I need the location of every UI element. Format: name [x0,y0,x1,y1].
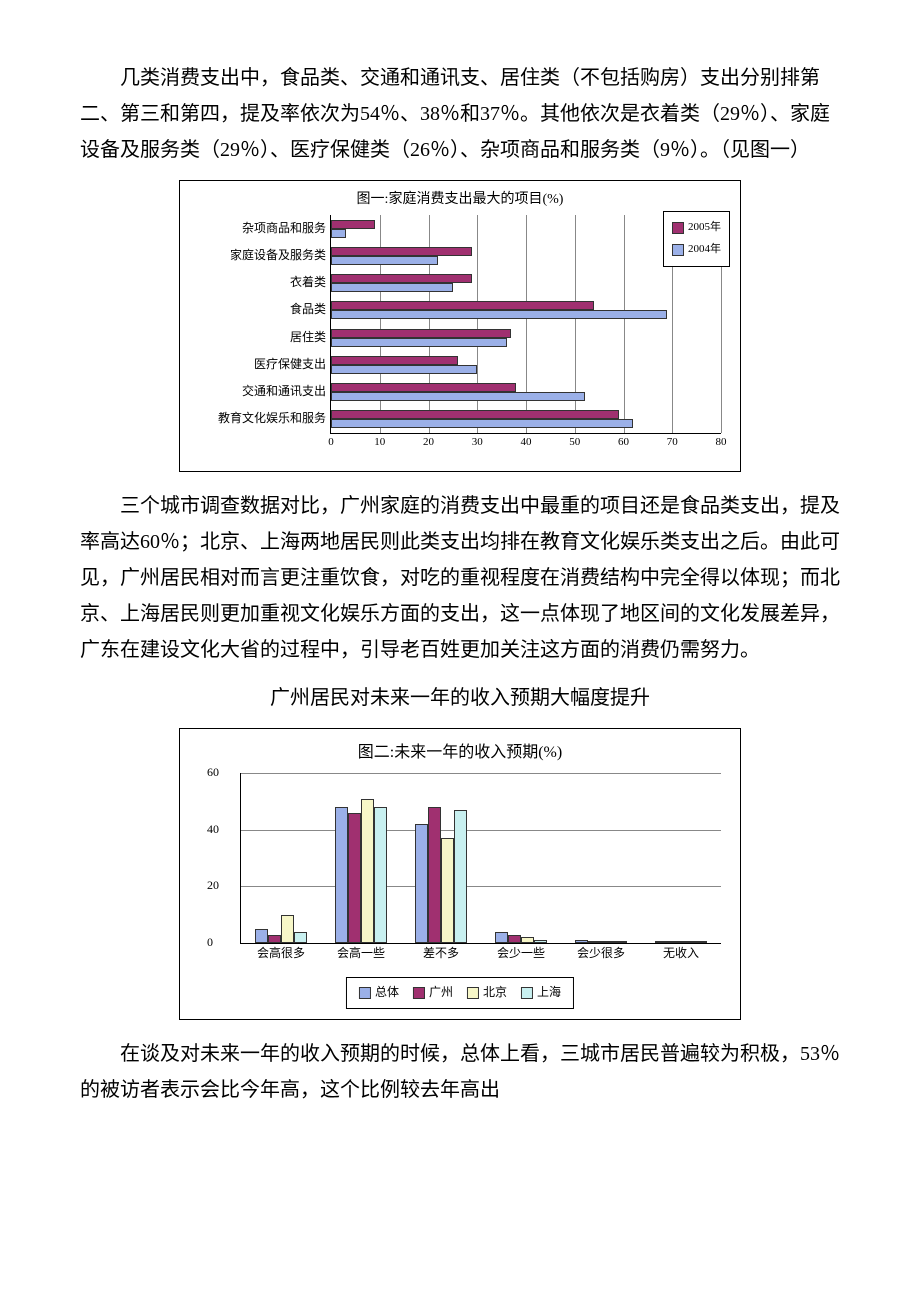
chart2-category-label: 会少很多 [577,943,625,965]
chart2-legend-label: 北京 [483,982,507,1004]
chart2-bar [495,932,508,943]
chart2-legend-label: 总体 [375,982,399,1004]
chart1-xtick: 0 [328,433,334,453]
chart2-bar [374,807,387,943]
chart2-bar [655,941,668,943]
chart2-category-label: 会高很多 [257,943,305,965]
chart1-category-label: 教育文化娱乐和服务 [186,409,326,431]
chart1-bar [331,301,594,310]
chart2-bar [681,941,694,943]
chart1-xtick: 20 [423,433,434,453]
chart2-bar [428,807,441,943]
paragraph-3: 在谈及对未来一年的收入预期的时候，总体上看，三城市居民普遍较为积极，53％的被访… [80,1036,840,1108]
chart2-bar [335,807,348,943]
chart2-bar [348,813,361,943]
chart1-xtick: 40 [521,433,532,453]
chart1-category-label: 交通和通讯支出 [186,381,326,403]
chart2-bar [441,838,454,943]
chart1-bar [331,392,585,401]
chart2-legend: 总体 广州 北京 上海 [346,977,574,1009]
chart2-bar [614,941,627,943]
chart1-category-label: 衣着类 [186,272,326,294]
chart1-bar [331,229,346,238]
chart1-bar [331,256,438,265]
chart2-bar [694,941,707,943]
chart2-ytick: 0 [207,932,213,954]
chart2-legend-label: 广州 [429,982,453,1004]
chart2-bar [521,937,534,943]
chart1-category-label: 居住类 [186,327,326,349]
chart2-bar [575,940,588,943]
chart2-category-label: 会高一些 [337,943,385,965]
chart1-bar [331,419,633,428]
chart1-xtick: 70 [667,433,678,453]
chart1-bar [331,283,453,292]
chart1-bar [331,247,472,256]
chart1-bar [331,356,458,365]
chart1-xtick: 30 [472,433,483,453]
chart2-ytick: 40 [207,819,219,841]
chart1-bar [331,310,667,319]
chart1-xtick: 10 [374,433,385,453]
chart1-xtick: 80 [716,433,727,453]
chart1-legend: 2005年2004年 [663,211,730,267]
chart2-bar [601,941,614,943]
paragraph-2: 三个城市调查数据对比，广州家庭的消费支出中最重的项目还是食品类支出，提及率高达6… [80,488,840,668]
chart1-bar [331,383,516,392]
chart2-ytick: 20 [207,876,219,898]
chart2-bar [361,799,374,944]
chart1-legend-label: 2005年 [688,218,721,238]
chart2-bar [588,941,601,943]
chart1-category-label: 医疗保健支出 [186,354,326,376]
chart2-category-label: 无收入 [663,943,699,965]
chart2-bar [281,915,294,943]
chart1-category-label: 食品类 [186,300,326,322]
chart2-bar [454,810,467,943]
chart2-category-label: 差不多 [423,943,459,965]
chart2-bar [508,935,521,944]
chart1-category-label: 杂项商品和服务 [186,218,326,240]
chart2-title: 图二:未来一年的收入预期(%) [358,739,562,768]
chart2-legend-label: 上海 [537,982,561,1004]
chart1-bar [331,220,375,229]
chart1-bar [331,329,511,338]
chart1-xtick: 60 [618,433,629,453]
paragraph-1: 几类消费支出中，食品类、交通和通讯支、居住类（不包括购房）支出分别排第二、第三和… [80,60,840,168]
chart1-legend-label: 2004年 [688,240,721,260]
chart-income-expectation: 图二:未来一年的收入预期(%) 0 20 40 60 会高很多 会高一些 差不多 会少一些 会少… [179,728,741,1020]
chart2-bar [294,932,307,943]
chart2-bar [415,824,428,943]
chart2-category-label: 会少一些 [497,943,545,965]
chart-spending-categories: 图一:家庭消费支出最大的项目(%) 0 10 20 30 40 50 60 70 80 杂项商品和… [179,180,741,472]
chart2-ytick: 60 [207,762,219,784]
chart1-bar [331,274,472,283]
chart1-bar [331,410,619,419]
chart1-title: 图一:家庭消费支出最大的项目(%) [357,187,564,212]
chart1-xtick: 50 [569,433,580,453]
subheading: 广州居民对未来一年的收入预期大幅度提升 [80,680,840,716]
chart1-bar [331,365,477,374]
chart1-bar [331,338,507,347]
chart1-category-label: 家庭设备及服务类 [186,245,326,267]
chart2-bar [268,935,281,944]
chart2-bar [534,940,547,943]
chart2-bar [255,929,268,943]
chart2-bar [668,941,681,943]
